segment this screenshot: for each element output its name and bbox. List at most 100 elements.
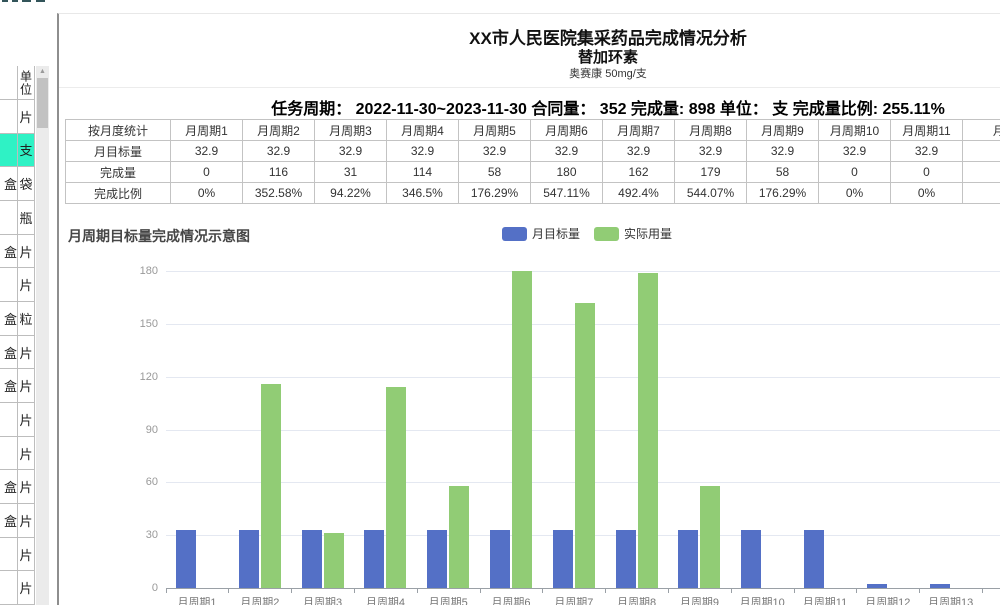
bar-actual[interactable] [260, 384, 281, 588]
scroll-up-icon[interactable]: ▲ [39, 68, 46, 75]
table-cell: 58 [458, 161, 531, 183]
bar-target[interactable] [176, 530, 196, 588]
spreadsheet-cell[interactable]: 盒 [0, 369, 18, 404]
spreadsheet-cell[interactable] [0, 268, 18, 302]
table-cell: 0 [170, 161, 243, 183]
y-axis-tick-label: 90 [145, 423, 158, 436]
table-cell: 月周期5 [458, 119, 531, 141]
spreadsheet-row: 盒袋 [0, 167, 35, 201]
monthly-stats-table: 按月度统计 月周期1 月周期2 月周期3 月周期4 月周期5 月周期6 月周期7 月周期8 月周期… [65, 119, 1000, 204]
spreadsheet-row: 片 [0, 100, 35, 134]
x-axis-tick [354, 589, 355, 593]
unit-cell[interactable]: 片 [18, 100, 35, 134]
bar-target[interactable] [427, 530, 448, 588]
bar-target[interactable] [678, 530, 699, 588]
unit-cell[interactable]: 片 [18, 537, 35, 572]
unit-cell[interactable]: 片 [18, 268, 35, 302]
x-axis-tick [730, 589, 732, 593]
bar-target[interactable] [238, 530, 259, 588]
spreadsheet-row: 盒片 [0, 234, 35, 269]
y-axis-tick-label: 150 [139, 317, 158, 330]
unit-cell[interactable]: 片 [18, 335, 35, 370]
bar-target[interactable] [552, 530, 573, 588]
unit-column-header-label: 单位 [18, 66, 35, 100]
unit-cell[interactable]: 片 [18, 403, 35, 437]
x-axis-tick [793, 589, 795, 593]
x-axis-label: 月周期9 [679, 597, 719, 605]
table-cell: 32.9 [242, 140, 315, 162]
unit-cell[interactable]: 片 [18, 504, 35, 538]
y-axis-tick-label: 30 [145, 529, 158, 542]
x-axis-label: 月周期13 [927, 597, 974, 605]
spreadsheet-cell[interactable] [0, 100, 18, 134]
bar-target[interactable] [364, 530, 385, 588]
bar-actual[interactable] [449, 486, 470, 588]
bar-actual[interactable] [323, 533, 344, 588]
legend-item-月目标量[interactable]: 月目标量 [502, 225, 580, 242]
spreadsheet-cell[interactable]: 盒 [0, 167, 18, 201]
y-axis-tick-label: 120 [139, 370, 158, 383]
bar-actual[interactable] [512, 271, 532, 588]
spreadsheet-cell[interactable]: 盒 [0, 470, 18, 505]
spreadsheet-cell[interactable]: 盒 [0, 302, 18, 336]
table-cell: 31 [314, 161, 387, 183]
page-title: XX市人民医院集采药品完成情况分析 [469, 29, 747, 48]
bar-actual[interactable] [637, 273, 658, 588]
unit-cell[interactable]: 片 [18, 436, 35, 471]
spreadsheet-cell[interactable]: 盒 [0, 335, 18, 370]
x-axis-label: 月周期6 [491, 597, 531, 605]
bar-target[interactable] [741, 530, 762, 588]
unit-cell[interactable]: 瓶 [18, 201, 35, 235]
spreadsheet-cell[interactable] [0, 201, 18, 235]
table-row: 按月度统计 月周期1 月周期2 月周期3 月周期4 月周期5 月周期6 月周期7 月周期8 月周期… [65, 119, 1000, 141]
vertical-scrollbar[interactable]: ▲ [36, 66, 49, 605]
table-cell: 32.9 [890, 140, 963, 162]
unit-cell[interactable]: 片 [18, 571, 35, 605]
unit-cell[interactable]: 粒 [18, 302, 35, 336]
spreadsheet-row: 盒片 [0, 335, 35, 370]
x-axis-tick [856, 589, 858, 593]
unit-cell[interactable]: 片 [18, 234, 35, 269]
bar-actual[interactable] [574, 303, 595, 588]
unit-cell-selected[interactable]: 支 [18, 133, 35, 168]
x-axis-tick [165, 589, 167, 593]
scrollbar-thumb[interactable] [37, 78, 48, 128]
bar-target[interactable] [490, 530, 510, 588]
bar-actual[interactable] [700, 486, 721, 588]
header-separator [59, 87, 1000, 88]
toolbar-remnant-dash [22, 0, 31, 2]
spreadsheet-cell[interactable] [0, 403, 18, 437]
table-cell: 0 [818, 161, 891, 183]
unit-cell[interactable]: 袋 [18, 167, 35, 201]
bar-target[interactable] [615, 530, 636, 588]
unit-cell[interactable]: 片 [18, 369, 35, 404]
toolbar-remnant-dash [36, 0, 45, 2]
bar-target[interactable] [929, 584, 950, 588]
table-cell: 162 [602, 161, 675, 183]
spreadsheet-cell[interactable] [0, 133, 18, 168]
table-cell: 月周期3 [314, 119, 387, 141]
table-cell: 180 [530, 161, 603, 183]
table-cell: 58 [746, 161, 819, 183]
unit-cell[interactable]: 片 [18, 470, 35, 505]
table-cell: 0% [170, 182, 243, 204]
spreadsheet-cell[interactable]: 盒 [0, 234, 18, 269]
spreadsheet-cell[interactable]: 盒 [0, 504, 18, 538]
bar-target[interactable] [804, 530, 824, 588]
spreadsheet-cell[interactable] [0, 436, 18, 471]
x-axis-tick [542, 589, 544, 593]
table-cell: 32.9 [674, 140, 747, 162]
x-axis-label: 月周期2 [240, 597, 280, 605]
table-row: 月目标量 32.9 32.9 32.9 32.9 32.9 32.9 32.9 32.9 32.9… [65, 140, 1000, 162]
bar-target[interactable] [866, 584, 887, 588]
table-row: 完成量 0 116 31 114 58 180 162 179 58 0 0 [65, 161, 1000, 183]
legend-swatch-icon [502, 226, 527, 241]
legend-item-实际用量[interactable]: 实际用量 [594, 225, 672, 242]
x-axis-label: 月周期11 [802, 597, 848, 605]
chart-title: 月周期目标量完成情况示意图 [68, 228, 250, 244]
bar-actual[interactable] [386, 387, 407, 588]
spreadsheet-cell[interactable] [0, 537, 18, 572]
table-cell: 0% [818, 182, 891, 204]
bar-target[interactable] [301, 530, 322, 588]
spreadsheet-cell[interactable] [0, 571, 18, 605]
